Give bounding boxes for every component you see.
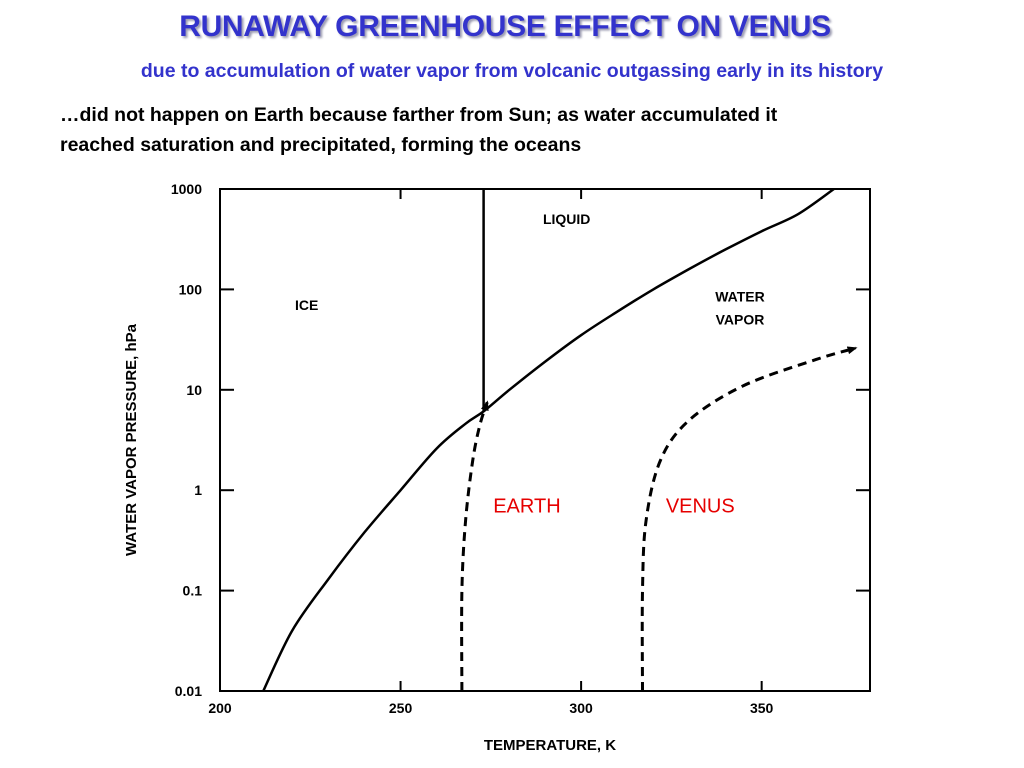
series-labels: EARTH VENUS	[493, 495, 734, 517]
x-tick-label: 250	[389, 700, 413, 716]
region-label: VAPOR	[716, 312, 765, 328]
slide-title: RUNAWAY GREENHOUSE EFFECT ON VENUS	[179, 10, 831, 43]
slide-subtitle: due to accumulation of water vapor from …	[140, 60, 884, 82]
body-line-1: …did not happen on Earth because farther…	[60, 104, 778, 126]
venus-path-line	[640, 346, 858, 692]
earth-path-line	[460, 400, 489, 692]
region-label: LIQUID	[543, 211, 590, 227]
region-label: WATER	[715, 288, 765, 304]
y-tick-label: 10	[186, 382, 202, 398]
series-label: VENUS	[666, 495, 735, 517]
slide-body-text: …did not happen on Earth because farther…	[60, 100, 1010, 160]
chart-curves	[262, 187, 858, 692]
y-tick-label: 1	[194, 482, 202, 498]
region-label: ICE	[295, 297, 318, 313]
series-label: EARTH	[493, 495, 560, 517]
x-axis-label: TEMPERATURE, K	[484, 737, 616, 754]
x-tick-label: 300	[569, 700, 593, 716]
x-tick-label: 200	[208, 700, 232, 716]
y-tick-label: 100	[179, 281, 203, 297]
plot-frame	[219, 188, 871, 692]
y-tick-label: 0.01	[175, 683, 202, 699]
y-tick-label: 1000	[171, 181, 202, 197]
phase-boundary-line	[262, 187, 835, 692]
y-tick-label: 0.1	[183, 583, 203, 599]
x-tick-label: 350	[750, 700, 774, 716]
region-labels: ICE LIQUID WATER VAPOR	[295, 211, 765, 327]
axis-ticks: 200 250 300 350 0.01 0.1 1 10 100 1000	[171, 181, 870, 716]
body-line-2: reached saturation and precipitated, for…	[60, 134, 582, 156]
y-axis-label: WATER VAPOR PRESSURE, hPa	[123, 323, 140, 556]
